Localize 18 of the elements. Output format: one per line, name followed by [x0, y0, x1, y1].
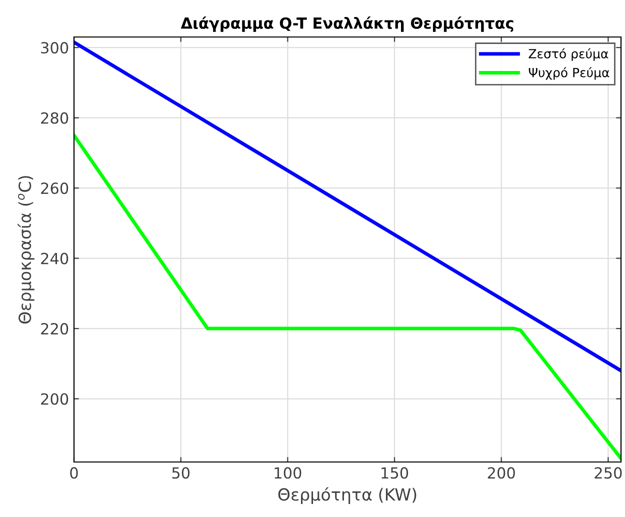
- y-axis-title: Θερμοκρασία ($^{o}$C): [18, 176, 34, 324]
- x-tick-label: 200: [488, 467, 515, 479]
- x-tick-label: 50: [172, 467, 190, 479]
- y-tick-label: 200: [41, 393, 68, 405]
- x-tick-label: 0: [70, 467, 78, 479]
- x-tick-label: 100: [274, 467, 302, 479]
- legend-label: Ζεστό ρεύμα: [528, 48, 608, 61]
- y-tick-label: 280: [41, 112, 68, 124]
- legend-label: Ψυχρό Ρεύμα: [528, 67, 610, 80]
- line-series: [74, 134, 621, 460]
- x-tick-label: 250: [594, 467, 622, 479]
- y-tick-label: 240: [41, 252, 68, 264]
- y-tick-label: 260: [41, 182, 68, 194]
- x-axis-title: Θερμότητα (KW): [278, 487, 416, 504]
- x-tick-label: 150: [382, 467, 408, 479]
- y-tick-label: 300: [41, 42, 68, 54]
- chart-title: Διάγραμμα Q-T Εναλλάκτη Θερμότητας: [180, 16, 514, 32]
- y-tick-label: 220: [41, 322, 68, 335]
